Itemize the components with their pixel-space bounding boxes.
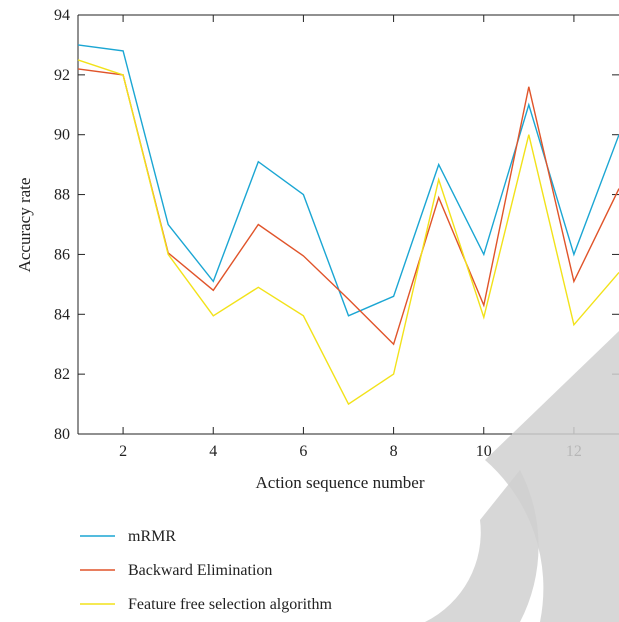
y-tick-label: 92 [54, 67, 70, 84]
x-axis-title: Action sequence number [256, 473, 425, 492]
y-tick-label: 88 [54, 187, 70, 204]
y-tick-label: 86 [54, 246, 70, 263]
x-tick-label: 2 [119, 443, 127, 460]
x-tick-label: 10 [476, 443, 492, 460]
y-axis-title: Accuracy rate [15, 178, 34, 273]
series-line-3 [77, 59, 619, 406]
y-tick-label: 84 [54, 306, 70, 323]
y-tick-label: 94 [54, 7, 70, 24]
x-tick-label: 8 [390, 443, 398, 460]
series-line-1 [77, 44, 619, 317]
legend-label-1: mRMR [128, 528, 176, 545]
y-axis: 80 82 84 86 88 90 92 94 [54, 7, 619, 443]
y-tick-label: 82 [54, 366, 70, 383]
y-tick-label: 80 [54, 426, 70, 443]
x-tick-label: 6 [299, 443, 307, 460]
y-tick-label: 90 [54, 127, 70, 144]
legend-label-3: Feature free selection algorithm [128, 596, 332, 613]
plot-frame [77, 14, 619, 435]
legend: mRMR Backward Elimination Feature free sel… [80, 528, 332, 613]
watermark-arc [485, 330, 619, 622]
x-tick-label: 4 [209, 443, 217, 460]
x-axis: 24681012 [119, 15, 582, 460]
legend-label-2: Backward Elimination [128, 562, 272, 579]
watermark-arc-inner [425, 470, 539, 622]
series-line-2 [77, 68, 619, 346]
series-layer [77, 44, 619, 406]
